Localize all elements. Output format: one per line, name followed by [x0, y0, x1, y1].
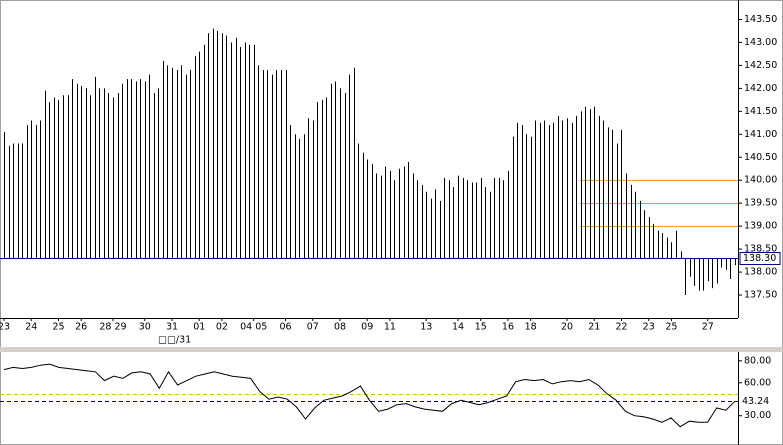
x-tick-label: 27 [702, 322, 714, 333]
baseline-label: 138.30 [743, 253, 776, 264]
x-tick-label: 06 [279, 322, 291, 333]
x-tick-label: 08 [334, 322, 346, 333]
y-tick-label: 143.50 [744, 14, 777, 25]
x-tick-label: 25 [665, 322, 677, 333]
x-tick-label: 11 [384, 322, 396, 333]
y-tick-label: 60.00 [744, 377, 771, 388]
x-tick-label: 18 [525, 322, 537, 333]
y-tick-label: 139.00 [744, 221, 777, 232]
x-tick-label: 15 [475, 322, 487, 333]
line [3, 363, 736, 428]
x-tick-label: 23 [643, 322, 655, 333]
pane-divider [0, 347, 783, 352]
x-tick-label: 21 [588, 322, 600, 333]
x-tick-label: 13 [420, 322, 432, 333]
x-sublabel: □□/31 [158, 335, 191, 346]
y-tick-label: 140.50 [744, 152, 777, 163]
x-tick-label: 01 [193, 322, 205, 333]
y-tick-label: 138.50 [744, 244, 777, 255]
x-tick-label: 20 [561, 322, 573, 333]
y-tick-label: 143.00 [744, 37, 777, 48]
x-tick-label: 02 [216, 322, 228, 333]
x-tick-label: 14 [452, 322, 464, 333]
x-tick-label: 25 [52, 322, 64, 333]
y-tick-label: 138.00 [744, 267, 777, 278]
y-tick-label: 141.00 [744, 129, 777, 140]
current-label: 43.24 [742, 396, 769, 407]
y-tick-label: 141.50 [744, 106, 777, 117]
y-tick-label: 30.00 [744, 410, 771, 421]
x-tick-label: 28 29 [99, 322, 126, 333]
x-tick-label: 07 [307, 322, 319, 333]
x-tick-label: 30 [139, 322, 151, 333]
baseline-label-box [739, 252, 781, 265]
x-tick-label: 16 [502, 322, 514, 333]
x-tick-label: 26 [75, 322, 87, 333]
y-tick-label: 137.50 [744, 290, 777, 301]
x-tick-label: 22 [615, 322, 627, 333]
x-tick-label: 23 [0, 322, 10, 333]
x-tick-label: 04 05 [240, 322, 267, 333]
y-tick-label: 140.00 [744, 175, 777, 186]
y-tick-label: 142.50 [744, 60, 777, 71]
x-tick-label: 31 [166, 322, 178, 333]
y-tick-label: 142.00 [744, 83, 777, 94]
y-tick-label: 139.50 [744, 198, 777, 209]
y-tick-label: 80.00 [744, 355, 771, 366]
x-tick-label: 09 [361, 322, 373, 333]
x-tick-label: 24 [25, 322, 37, 333]
